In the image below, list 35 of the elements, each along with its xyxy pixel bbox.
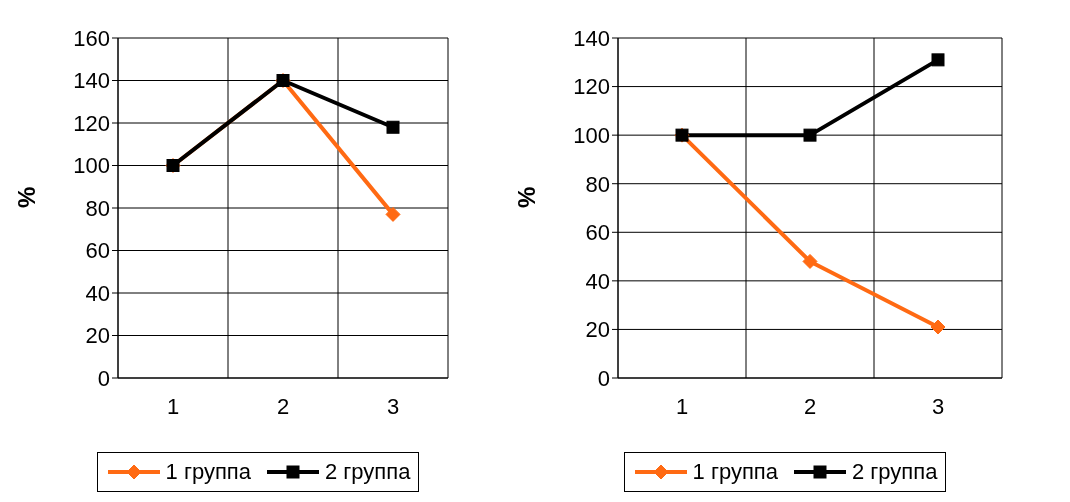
y-tick-label: 60	[85, 238, 110, 264]
x-tick-label: 3	[386, 393, 400, 419]
y-axis-title: %	[512, 186, 540, 208]
y-tick-label: 160	[73, 25, 110, 51]
x-tick-label: 2	[803, 393, 817, 419]
point	[385, 206, 401, 222]
y-tick-label: 80	[85, 195, 110, 221]
y-tick-label: 100	[573, 122, 610, 148]
y-tick-label: 60	[585, 220, 610, 246]
y-tick-label: 140	[73, 68, 110, 94]
x-tick-label: 1	[675, 393, 689, 419]
y-tick-label: 120	[573, 74, 610, 100]
y-tick-label: 40	[85, 280, 110, 306]
y-tick-label: 20	[85, 323, 110, 349]
y-tick-label: 20	[585, 317, 610, 343]
y-axis-title: %	[12, 186, 40, 208]
legend-label: 1 группа	[165, 459, 251, 485]
point	[386, 120, 400, 134]
y-tick-label: 140	[573, 25, 610, 51]
y-tick-label: 40	[585, 268, 610, 294]
y-tick-label: 100	[73, 153, 110, 179]
legend-label: 2 группа	[325, 459, 411, 485]
legend-label: 1 группа	[692, 459, 778, 485]
point	[931, 53, 945, 67]
y-tick-label: 80	[585, 171, 610, 197]
y-tick-label: 0	[597, 365, 610, 391]
y-tick-label: 120	[73, 110, 110, 136]
x-tick-label: 1	[166, 393, 180, 419]
point	[803, 128, 817, 142]
x-tick-label: 2	[276, 393, 290, 419]
legend-label: 2 группа	[852, 459, 938, 485]
x-tick-label: 3	[931, 393, 945, 419]
point	[802, 253, 818, 269]
y-tick-label: 0	[97, 365, 110, 391]
point	[930, 319, 946, 335]
